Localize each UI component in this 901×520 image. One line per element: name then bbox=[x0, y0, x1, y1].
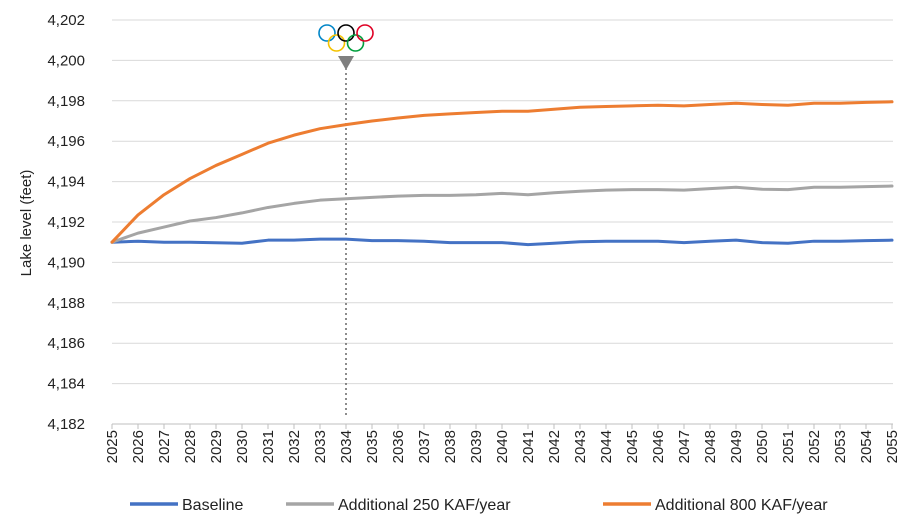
annotation-triangle bbox=[338, 56, 354, 70]
x-tick-label: 2044 bbox=[598, 430, 615, 463]
x-tick-label: 2038 bbox=[442, 430, 459, 463]
series-line bbox=[110, 237, 894, 247]
legend: Baseline Additional 250 KAF/year Additiona… bbox=[130, 497, 828, 514]
x-tick-label: 2051 bbox=[780, 430, 797, 463]
annotation-marker bbox=[318, 24, 374, 418]
x-tick-label: 2053 bbox=[832, 430, 849, 463]
y-tick-label: 4,196 bbox=[47, 133, 85, 150]
x-tick-label: 2029 bbox=[208, 430, 225, 463]
x-tick-label: 2040 bbox=[494, 430, 511, 463]
olympic-ring-icon bbox=[318, 24, 336, 42]
x-tick-label: 2055 bbox=[884, 430, 901, 463]
y-tick-label: 4,182 bbox=[47, 416, 85, 433]
x-tick-label: 2047 bbox=[676, 430, 693, 463]
legend-label: Additional 800 KAF/year bbox=[655, 497, 828, 514]
x-tick-label: 2035 bbox=[364, 430, 381, 463]
x-tick-label: 2032 bbox=[286, 430, 303, 463]
x-tick-label: 2054 bbox=[858, 430, 875, 463]
x-tick-label: 2028 bbox=[182, 430, 199, 463]
gridlines bbox=[112, 19, 893, 385]
y-tick-label: 4,186 bbox=[47, 335, 85, 352]
y-tick-label: 4,202 bbox=[47, 12, 85, 29]
x-tick-label: 2045 bbox=[624, 430, 641, 463]
y-tick-label: 4,192 bbox=[47, 214, 85, 231]
x-tick-label: 2031 bbox=[260, 430, 277, 463]
series-line bbox=[110, 184, 894, 244]
y-tick-label: 4,198 bbox=[47, 93, 85, 110]
x-tick-label: 2042 bbox=[546, 430, 563, 463]
legend-label: Additional 250 KAF/year bbox=[338, 497, 511, 514]
x-tick-label: 2048 bbox=[702, 430, 719, 463]
x-axis: 2025 2026 2027 2028 2029 2030 2031 2032 2033 2034… bbox=[104, 423, 901, 463]
series-line bbox=[110, 100, 894, 244]
y-tick-label: 4,200 bbox=[47, 52, 85, 69]
olympic-ring-icon bbox=[337, 24, 355, 42]
olympic-ring-icon bbox=[356, 24, 374, 42]
x-tick-label: 2041 bbox=[520, 430, 537, 463]
legend-label: Baseline bbox=[182, 497, 243, 514]
olympic-ring-icon bbox=[346, 34, 365, 52]
x-tick-label: 2026 bbox=[130, 430, 147, 463]
x-tick-label: 2025 bbox=[104, 430, 121, 463]
series-lines bbox=[110, 100, 894, 247]
x-tick-label: 2027 bbox=[156, 430, 173, 463]
y-axis-title: Lake level (feet) bbox=[18, 170, 35, 277]
x-tick-label: 2039 bbox=[468, 430, 485, 463]
x-tick-label: 2049 bbox=[728, 430, 745, 463]
x-tick-label: 2050 bbox=[754, 430, 771, 463]
x-tick-label: 2037 bbox=[416, 430, 433, 463]
y-axis: 4,182 4,184 4,186 4,188 4,190 4,192 4,194 4,196… bbox=[47, 12, 85, 433]
y-tick-label: 4,194 bbox=[47, 174, 85, 191]
olympic-ring-icon bbox=[327, 34, 346, 52]
y-tick-label: 4,190 bbox=[47, 254, 85, 271]
x-tick-label: 2043 bbox=[572, 430, 589, 463]
x-tick-label: 2052 bbox=[806, 430, 823, 463]
x-tick-label: 2036 bbox=[390, 430, 407, 463]
x-tick-label: 2046 bbox=[650, 430, 667, 463]
x-tick-label: 2034 bbox=[338, 430, 355, 463]
y-tick-label: 4,188 bbox=[47, 295, 85, 312]
y-tick-label: 4,184 bbox=[47, 376, 85, 393]
x-tick-label: 2033 bbox=[312, 430, 329, 463]
x-tick-label: 2030 bbox=[234, 430, 251, 463]
